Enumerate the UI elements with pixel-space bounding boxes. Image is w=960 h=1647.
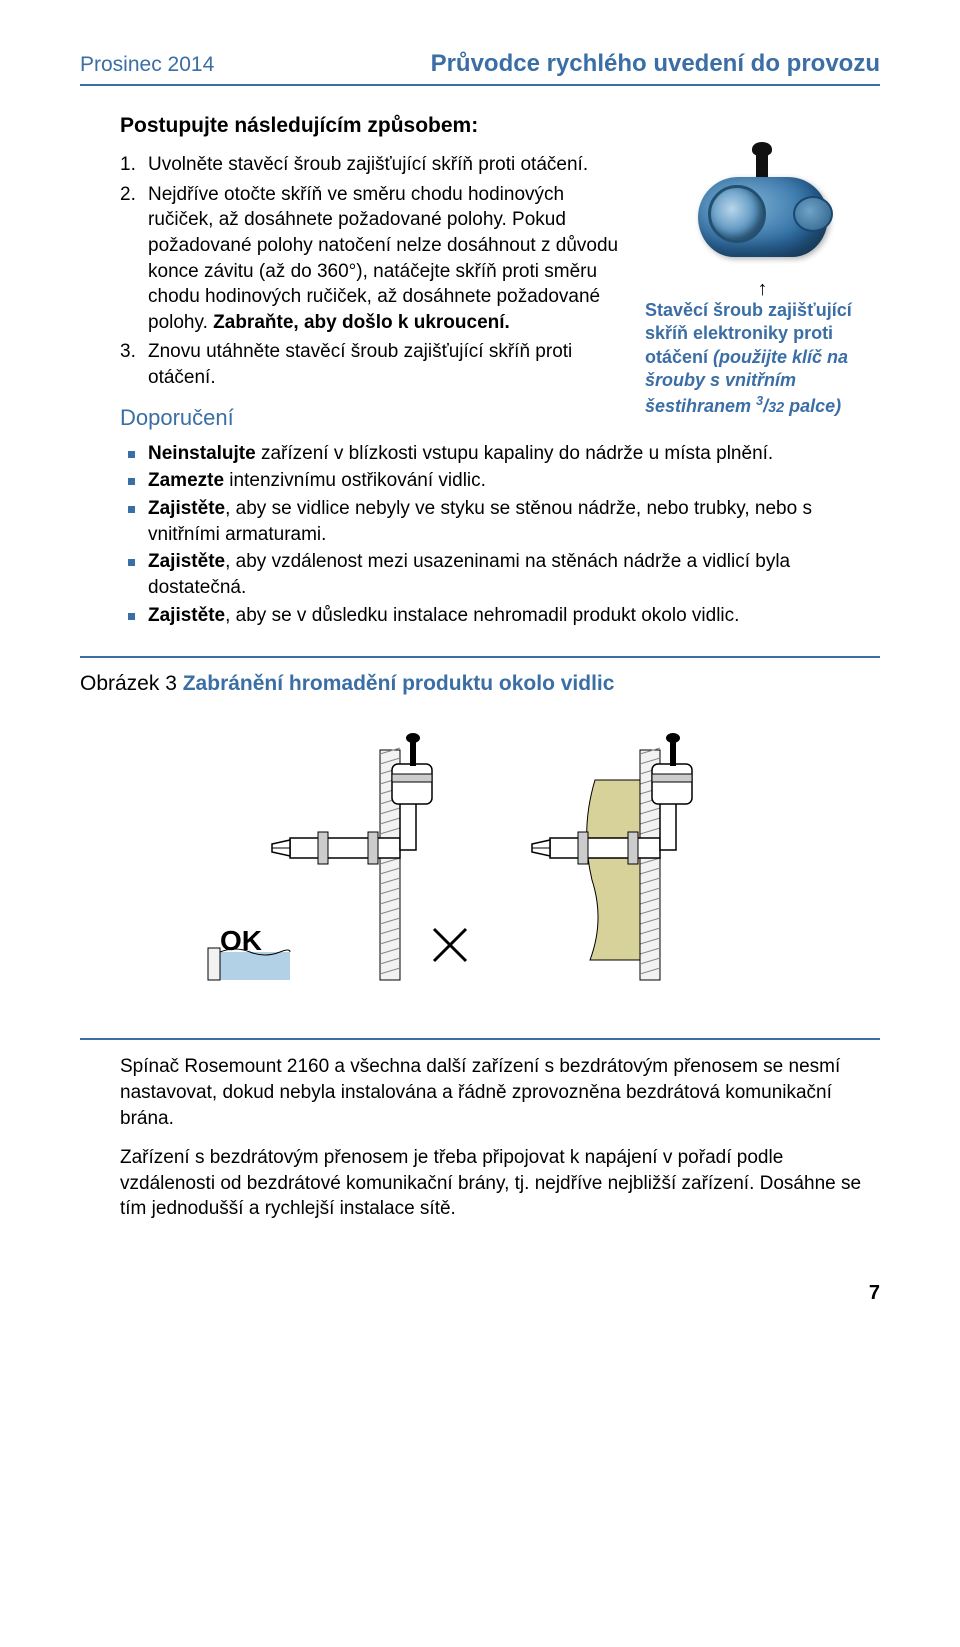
body-paragraph-2: Zařízení s bezdrátovým přenosem je třeba…	[120, 1145, 880, 1222]
recommend-title: Doporučení	[120, 405, 625, 431]
header-date: Prosinec 2014	[80, 53, 214, 77]
fraction-den: 32	[768, 400, 784, 416]
figure-area: OK	[80, 720, 880, 1010]
recommend-list: Neinstalujte zařízení v blízkosti vstupu…	[120, 441, 880, 628]
fraction-num: 3	[756, 394, 763, 408]
recommend-item: Zajistěte, aby vzdálenost mezi usazenina…	[120, 549, 880, 600]
caption-italic-tail: palce)	[784, 396, 841, 416]
figure-title: Obrázek 3 Zabránění hromadění produktu o…	[80, 672, 880, 696]
step-text: Uvolněte stavěcí šroub zajišťující skříň…	[148, 154, 588, 175]
step-text: Nejdříve otočte skříň ve směru chodu hod…	[148, 184, 618, 333]
svg-text:OK: OK	[220, 925, 262, 956]
arrow-up-icon: ↑	[645, 279, 880, 299]
recommend-item: Zamezte intenzivnímu ostřikování vidlic.	[120, 468, 880, 494]
figure-caption: Zabránění hromadění produktu okolo vidli…	[183, 672, 615, 695]
procedure-title: Postupujte následujícím způsobem:	[120, 114, 880, 138]
divider	[80, 656, 880, 658]
page-number: 7	[80, 1282, 880, 1305]
procedure-step-2: Nejdříve otočte skříň ve směru chodu hod…	[120, 182, 625, 336]
procedure-list: Uvolněte stavěcí šroub zajišťující skříň…	[120, 152, 625, 391]
figure-svg: OK	[120, 720, 720, 1010]
header-title: Průvodce rychlého uvedení do provozu	[431, 50, 880, 78]
procedure-step-1: Uvolněte stavěcí šroub zajišťující skříň…	[120, 152, 625, 178]
page-header: Prosinec 2014 Průvodce rychlého uvedení …	[80, 50, 880, 86]
device-caption: Stavěcí šroub zajišťující skříň elektron…	[645, 299, 880, 418]
recommend-item: Neinstalujte zařízení v blízkosti vstupu…	[120, 441, 880, 467]
body-paragraph-1: Spínač Rosemount 2160 a všechna další za…	[120, 1054, 880, 1131]
step-text: Znovu utáhněte stavěcí šroub zajišťující…	[148, 341, 572, 388]
procedure-step-3: Znovu utáhněte stavěcí šroub zajišťující…	[120, 339, 625, 390]
recommend-item: Zajistěte, aby se vidlice nebyly ve styk…	[120, 496, 880, 547]
divider	[80, 1038, 880, 1040]
figure-number: Obrázek 3	[80, 672, 177, 695]
recommend-item: Zajistěte, aby se v důsledku instalace n…	[120, 603, 880, 629]
device-illustration	[678, 152, 848, 277]
